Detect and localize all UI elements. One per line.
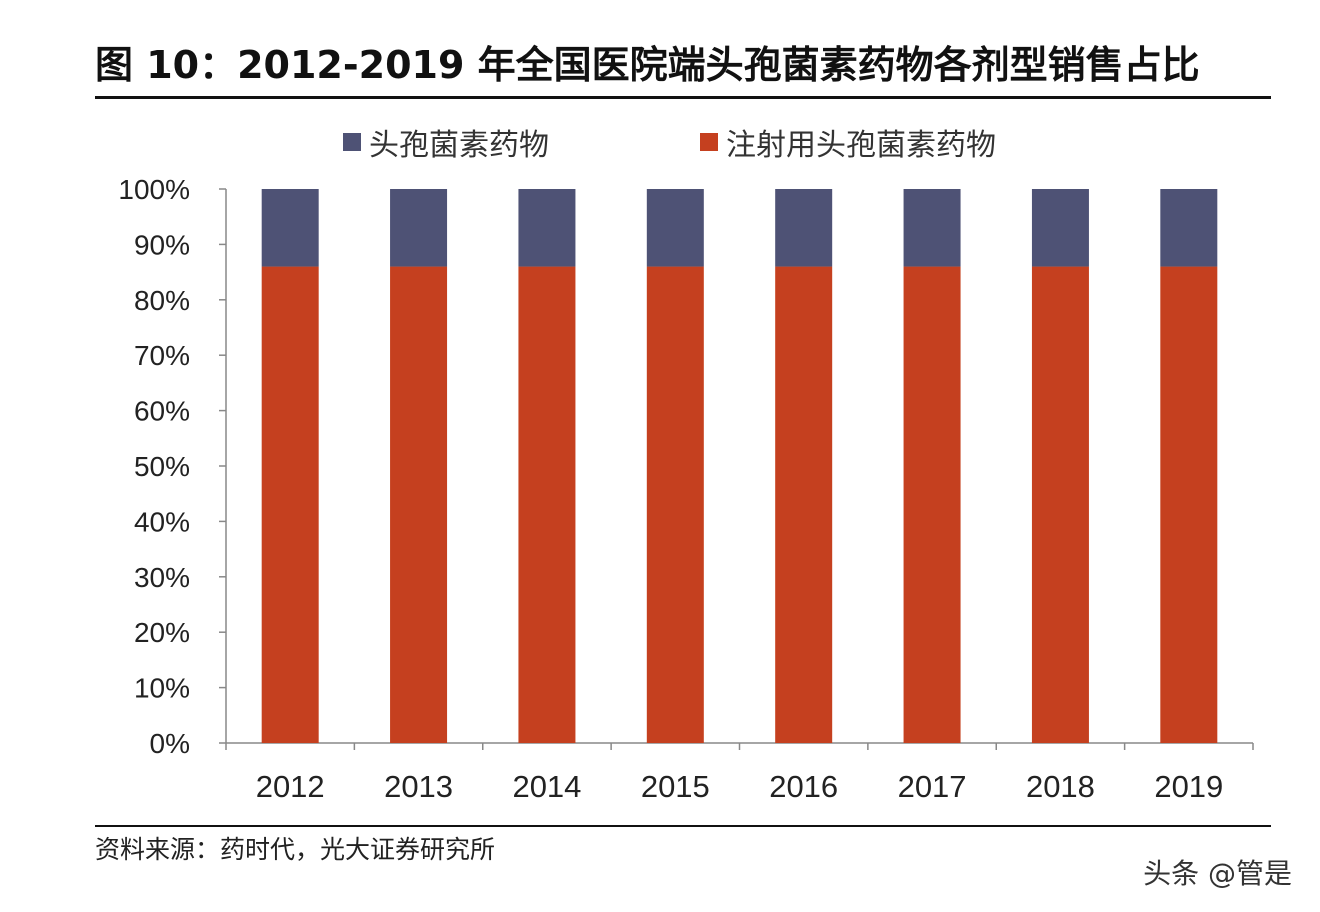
y-tick-label: 60%: [134, 396, 190, 427]
bar-injection-2018: [1031, 266, 1089, 743]
y-tick-label: 30%: [134, 562, 190, 593]
x-tick-label: 2014: [512, 769, 581, 804]
y-tick-label: 100%: [118, 174, 190, 205]
y-tick-label: 50%: [134, 451, 190, 482]
y-tick-label: 20%: [134, 617, 190, 648]
bar-oral-2012: [261, 189, 319, 267]
x-tick-label: 2017: [898, 769, 967, 804]
bar-oral-2013: [390, 189, 448, 267]
bar-injection-2013: [390, 266, 448, 743]
legend-swatch: [343, 133, 361, 151]
watermark: 头条 @管是: [1143, 857, 1292, 890]
bar-oral-2015: [646, 189, 704, 267]
x-tick-label: 2019: [1154, 769, 1223, 804]
bar-injection-2016: [775, 266, 833, 743]
bar-oral-2018: [1031, 189, 1089, 267]
legend-swatch: [700, 133, 718, 151]
top-rule: [95, 96, 1271, 99]
bar-injection-2015: [646, 266, 704, 743]
source-note: 资料来源：药时代，光大证券研究所: [95, 835, 496, 864]
x-tick-label: 2016: [769, 769, 838, 804]
bar-oral-2019: [1160, 189, 1218, 267]
figure-title: 图 10：2012-2019 年全国医院端头孢菌素药物各剂型销售占比: [95, 43, 1200, 87]
y-tick-label: 90%: [134, 229, 190, 260]
x-tick-label: 2015: [641, 769, 710, 804]
y-tick-label: 70%: [134, 340, 190, 371]
legend-label: 注射用头孢菌素药物: [726, 128, 996, 163]
x-tick-label: 2013: [384, 769, 453, 804]
y-tick-label: 80%: [134, 285, 190, 316]
bar-injection-2019: [1160, 266, 1218, 743]
y-tick-label: 0%: [150, 728, 190, 759]
bar-injection-2017: [903, 266, 961, 743]
bar-oral-2014: [518, 189, 576, 267]
legend-item-oral: 头孢菌素药物: [343, 120, 549, 164]
x-tick-label: 2018: [1026, 769, 1095, 804]
legend: 头孢菌素药物 注射用头孢菌素药物: [0, 120, 1320, 163]
y-tick-label: 10%: [134, 673, 190, 704]
legend-item-injection: 注射用头孢菌素药物: [700, 120, 996, 164]
x-tick-label: 2012: [256, 769, 325, 804]
bar-oral-2017: [903, 189, 961, 267]
legend-label: 头孢菌素药物: [369, 128, 549, 163]
bar-injection-2012: [261, 266, 319, 743]
y-tick-label: 40%: [134, 506, 190, 537]
bar-oral-2016: [775, 189, 833, 267]
bottom-rule: [95, 825, 1271, 827]
bar-injection-2014: [518, 266, 576, 743]
